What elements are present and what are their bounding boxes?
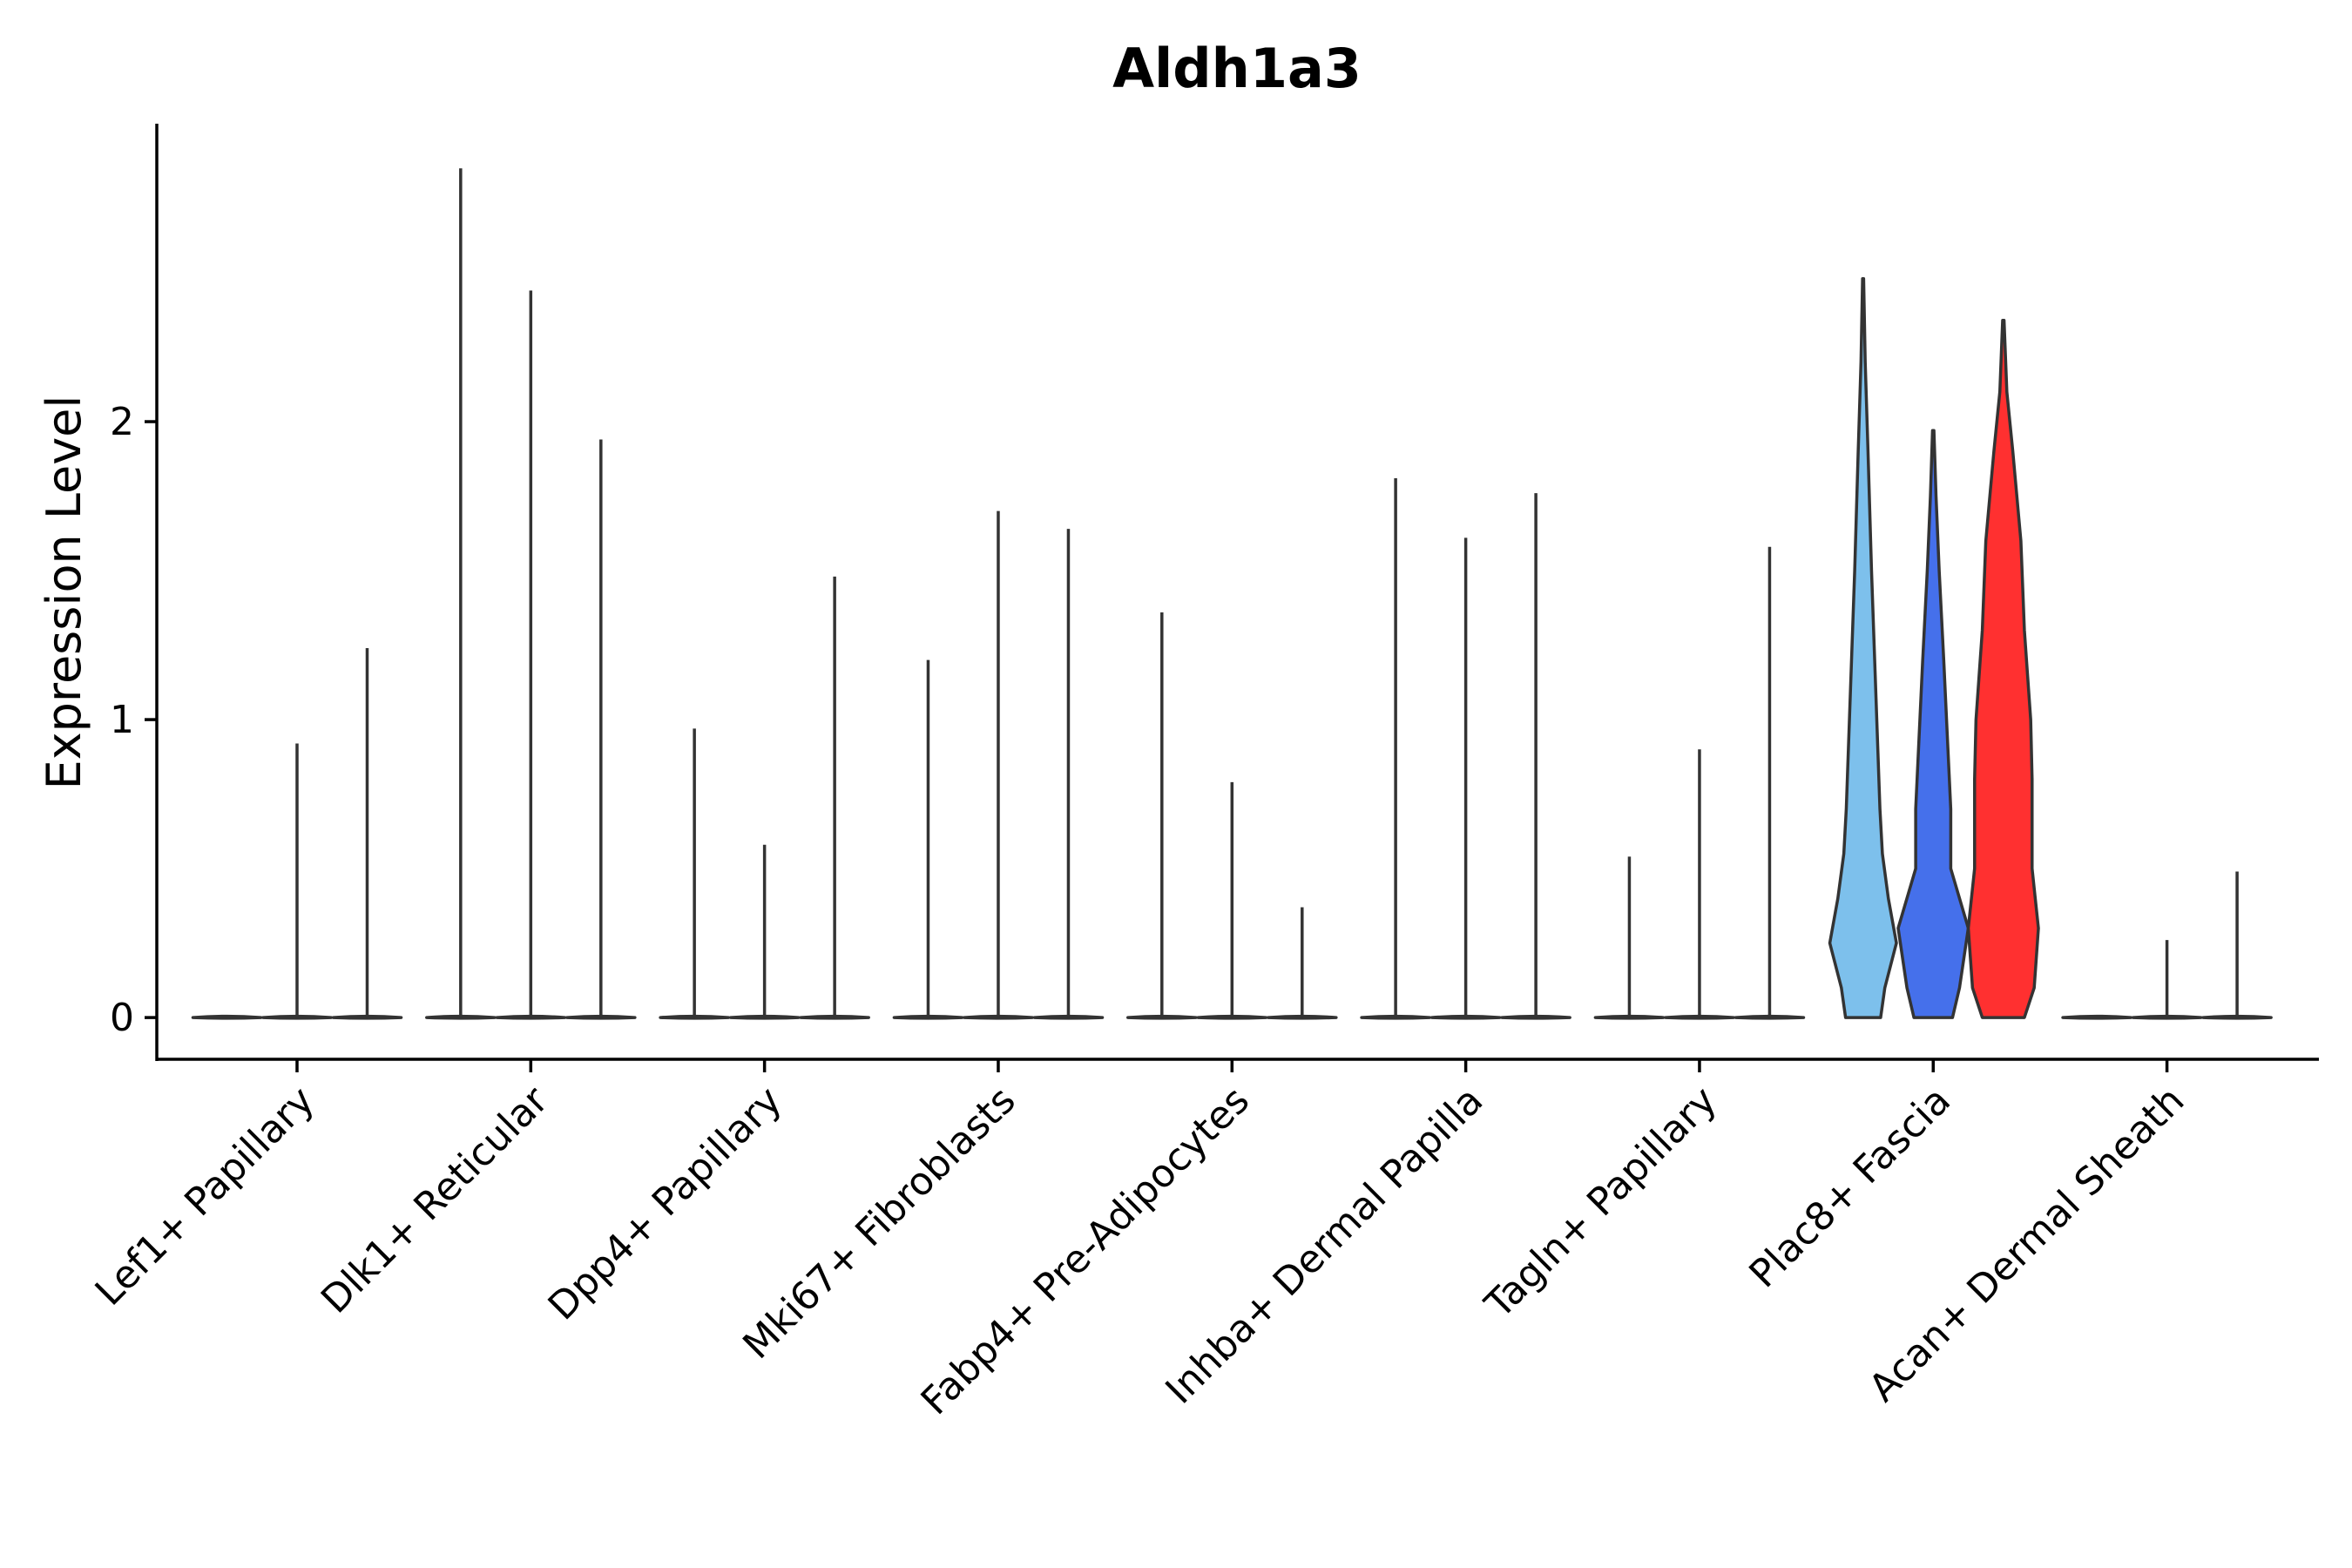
violin-base <box>1429 1014 1502 1020</box>
violin-base <box>425 1014 497 1020</box>
violin-base <box>963 1014 1034 1020</box>
y-axis-label: Expression Level <box>37 395 91 790</box>
violin-base <box>1196 1014 1268 1020</box>
y-tick-label: 2 <box>110 400 134 444</box>
violin-base <box>2201 1014 2273 1020</box>
violin-base <box>1360 1014 1431 1020</box>
violin-base <box>261 1014 333 1020</box>
violin-base <box>1500 1014 1571 1020</box>
violin-base <box>331 1014 403 1020</box>
violin-shape <box>1896 429 1970 1019</box>
violin-base <box>191 1014 263 1020</box>
violin-base <box>2061 1014 2132 1020</box>
violin-base <box>1126 1014 1198 1020</box>
violin-base <box>1267 1014 1338 1020</box>
violin-base <box>1734 1014 1806 1020</box>
violin-base <box>799 1014 870 1020</box>
violin-base <box>659 1014 730 1020</box>
violin-base <box>2131 1014 2203 1020</box>
chart-title: Aldh1a3 <box>1112 37 1362 100</box>
y-axis-ticks: 0 1 2 <box>110 400 157 1040</box>
violin-shape <box>1828 277 1898 1019</box>
y-tick-label: 0 <box>110 996 134 1040</box>
y-tick-label: 1 <box>110 698 134 742</box>
violin-base <box>1664 1014 1735 1020</box>
violin-base <box>892 1014 964 1020</box>
violin-base <box>728 1014 801 1020</box>
violin-base <box>495 1014 567 1020</box>
violin-base <box>565 1014 637 1020</box>
violin-shape <box>1966 318 2040 1019</box>
violin-base <box>1032 1014 1105 1020</box>
violin-group <box>191 168 2273 1020</box>
violin-base <box>1593 1014 1666 1020</box>
